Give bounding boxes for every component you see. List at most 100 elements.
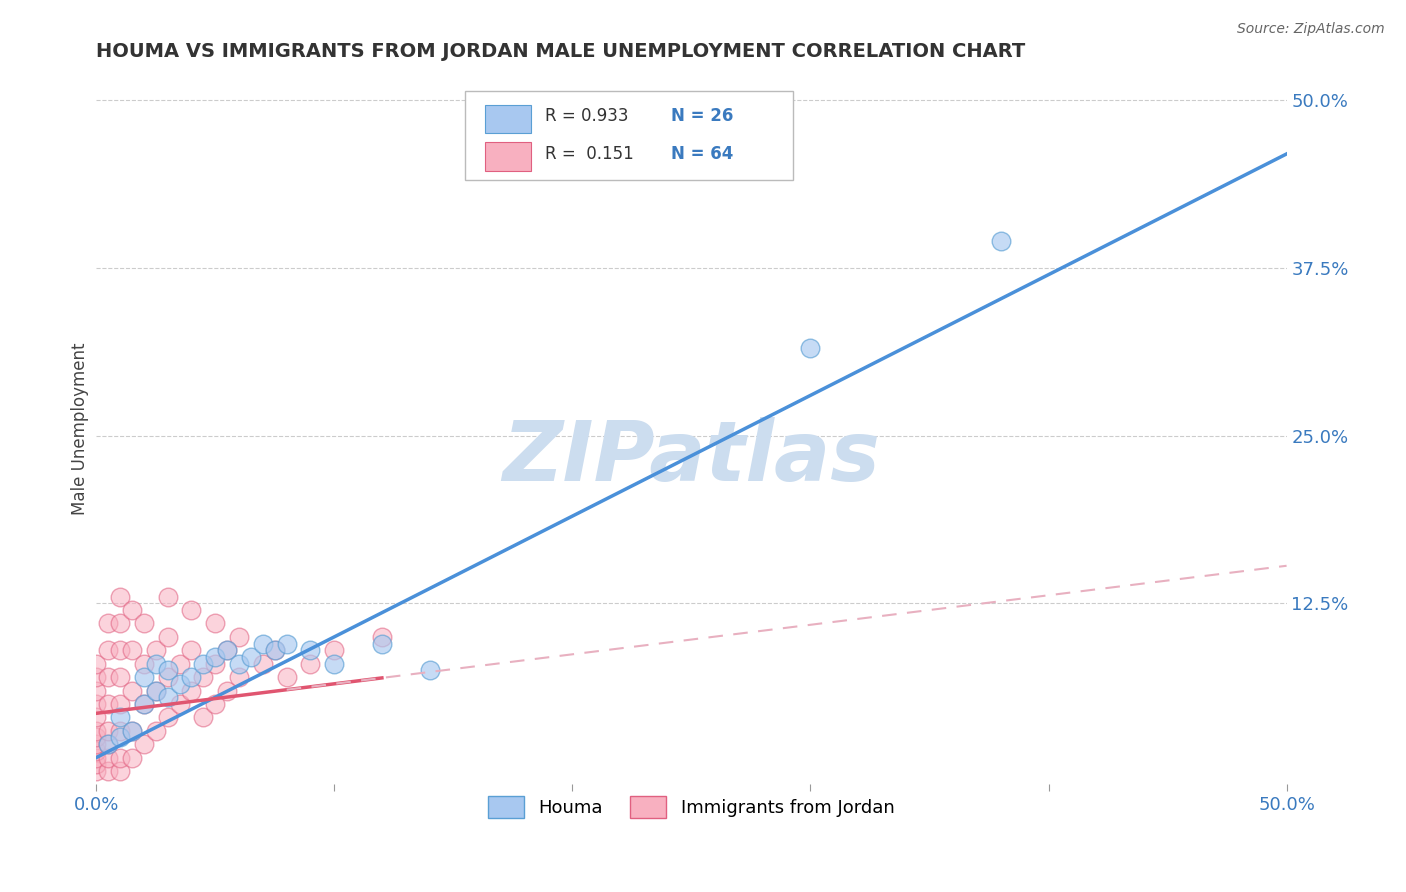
Point bbox=[121, 683, 143, 698]
Point bbox=[97, 670, 120, 684]
Text: ZIPatlas: ZIPatlas bbox=[502, 417, 880, 498]
Point bbox=[228, 657, 250, 671]
Point bbox=[169, 697, 191, 711]
FancyBboxPatch shape bbox=[465, 91, 793, 180]
Point bbox=[169, 657, 191, 671]
Point bbox=[97, 697, 120, 711]
Point bbox=[228, 670, 250, 684]
Point bbox=[121, 643, 143, 657]
Point bbox=[799, 342, 821, 356]
Text: HOUMA VS IMMIGRANTS FROM JORDAN MALE UNEMPLOYMENT CORRELATION CHART: HOUMA VS IMMIGRANTS FROM JORDAN MALE UNE… bbox=[96, 42, 1025, 61]
Point bbox=[193, 710, 215, 724]
Point bbox=[217, 683, 239, 698]
Point bbox=[418, 664, 440, 678]
Point bbox=[180, 643, 202, 657]
Point bbox=[121, 603, 143, 617]
Point bbox=[276, 636, 298, 650]
Point bbox=[132, 657, 155, 671]
Y-axis label: Male Unemployment: Male Unemployment bbox=[72, 343, 89, 516]
Point bbox=[145, 643, 167, 657]
Point bbox=[84, 731, 107, 745]
Point bbox=[299, 657, 322, 671]
Point bbox=[84, 657, 107, 671]
Point bbox=[371, 630, 394, 644]
Point bbox=[84, 744, 107, 758]
Point bbox=[263, 643, 285, 657]
Point bbox=[108, 670, 131, 684]
Point bbox=[252, 636, 274, 650]
Point bbox=[228, 630, 250, 644]
Point bbox=[145, 683, 167, 698]
Point bbox=[252, 657, 274, 671]
Point bbox=[217, 643, 239, 657]
Point bbox=[204, 616, 226, 631]
Point bbox=[323, 643, 346, 657]
Point bbox=[108, 697, 131, 711]
Point bbox=[84, 683, 107, 698]
Point bbox=[145, 723, 167, 738]
Point bbox=[97, 643, 120, 657]
Point bbox=[217, 643, 239, 657]
Point bbox=[108, 750, 131, 764]
FancyBboxPatch shape bbox=[485, 143, 530, 171]
Point bbox=[97, 723, 120, 738]
FancyBboxPatch shape bbox=[485, 105, 530, 133]
Point bbox=[276, 670, 298, 684]
Point bbox=[108, 764, 131, 778]
Point bbox=[97, 616, 120, 631]
Point bbox=[84, 757, 107, 772]
Point bbox=[193, 657, 215, 671]
Point bbox=[204, 650, 226, 665]
Point bbox=[132, 697, 155, 711]
Point bbox=[84, 723, 107, 738]
Point bbox=[84, 710, 107, 724]
Point bbox=[990, 234, 1012, 248]
Point bbox=[108, 723, 131, 738]
Point bbox=[84, 697, 107, 711]
Point bbox=[108, 590, 131, 604]
Point bbox=[108, 710, 131, 724]
Point bbox=[132, 737, 155, 751]
Point bbox=[84, 750, 107, 764]
Point bbox=[323, 657, 346, 671]
Point bbox=[156, 630, 179, 644]
Point bbox=[132, 616, 155, 631]
Point bbox=[145, 657, 167, 671]
Text: R =  0.151: R = 0.151 bbox=[546, 145, 634, 163]
Point bbox=[156, 690, 179, 705]
Text: N = 64: N = 64 bbox=[671, 145, 734, 163]
Point bbox=[132, 697, 155, 711]
Point bbox=[132, 670, 155, 684]
Point bbox=[371, 636, 394, 650]
Point bbox=[97, 764, 120, 778]
Point bbox=[180, 670, 202, 684]
Point bbox=[108, 616, 131, 631]
Point bbox=[180, 603, 202, 617]
Point bbox=[299, 643, 322, 657]
Point bbox=[263, 643, 285, 657]
Point bbox=[193, 670, 215, 684]
Point bbox=[84, 764, 107, 778]
Point bbox=[97, 737, 120, 751]
Point bbox=[84, 670, 107, 684]
Point bbox=[97, 750, 120, 764]
Point bbox=[156, 670, 179, 684]
Point bbox=[156, 710, 179, 724]
Point bbox=[145, 683, 167, 698]
Point bbox=[121, 750, 143, 764]
Text: N = 26: N = 26 bbox=[671, 107, 734, 125]
Text: R = 0.933: R = 0.933 bbox=[546, 107, 628, 125]
Point bbox=[204, 697, 226, 711]
Point bbox=[121, 723, 143, 738]
Point bbox=[156, 590, 179, 604]
Point bbox=[180, 683, 202, 698]
Point bbox=[84, 737, 107, 751]
Point bbox=[156, 664, 179, 678]
Text: Source: ZipAtlas.com: Source: ZipAtlas.com bbox=[1237, 22, 1385, 37]
Point bbox=[204, 657, 226, 671]
Point bbox=[97, 737, 120, 751]
Point bbox=[108, 643, 131, 657]
Point bbox=[169, 677, 191, 691]
Point bbox=[108, 731, 131, 745]
Point bbox=[239, 650, 262, 665]
